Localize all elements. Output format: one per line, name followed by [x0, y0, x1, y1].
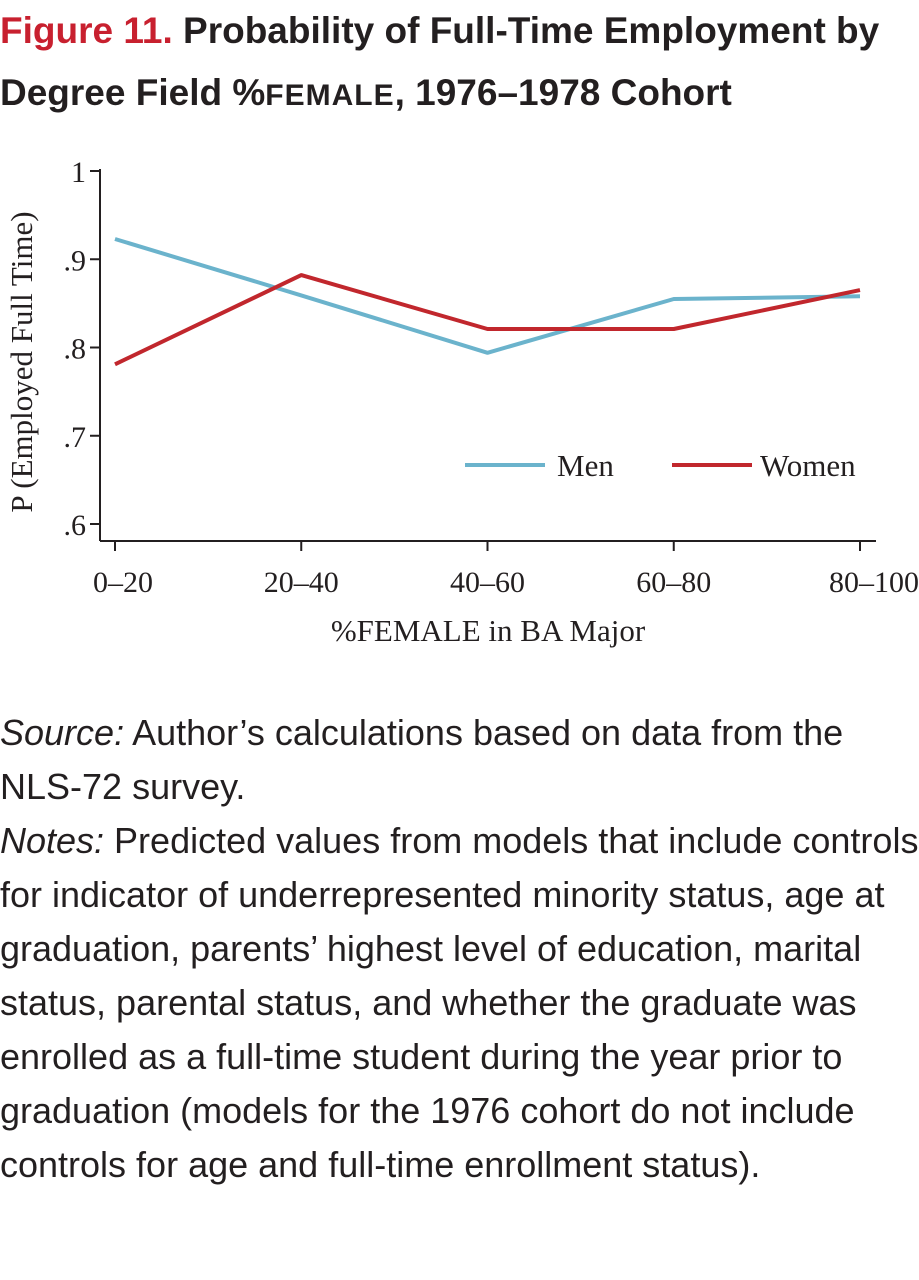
y-tick-label: .9	[64, 244, 87, 277]
x-axis-title: %FEMALE in BA Major	[331, 613, 646, 648]
notes-label: Notes:	[0, 820, 105, 861]
figure-notes: Source: Author’s calculations based on d…	[0, 706, 919, 1192]
line-chart: 1 .9 .8 .7 .60–20 20–40 40–60 60–80 80–100 %FEMAL…	[4, 156, 919, 648]
x-tick-label: 80–100	[829, 566, 919, 599]
source-text: Author’s calculations based on data from…	[0, 712, 844, 807]
legend-label-men: Men	[557, 448, 614, 483]
figure-title: Figure 11. Probability of Full-Time Empl…	[0, 0, 919, 127]
series-line-women	[114, 273, 861, 367]
figure-title-smallcaps: FEMALE	[265, 79, 395, 112]
source-label: Source:	[0, 712, 125, 753]
x-tick-label: 20–40	[264, 566, 339, 599]
y-tick-label: 1	[71, 156, 86, 189]
figure-title-line2-end: , 1976–1978 Cohort	[394, 72, 732, 113]
legend-label-women: Women	[760, 448, 856, 483]
notes-paragraph: Notes: Predicted values from models that…	[0, 814, 919, 1192]
figure-label: Figure 11.	[0, 10, 173, 51]
notes-text: Predicted values from models that includ…	[0, 820, 919, 1185]
y-tick-label: .7	[64, 421, 87, 454]
x-tick-label: 0–20	[93, 566, 153, 599]
y-tick-label: .6	[64, 509, 87, 542]
figure-title-line1: Probability of Full-Time Employment by	[183, 10, 880, 51]
x-tick-label: 60–80	[636, 566, 711, 599]
source-paragraph: Source: Author’s calculations based on d…	[0, 706, 919, 814]
figure-title-line2: Degree Field %	[0, 72, 266, 113]
y-tick-label: .8	[64, 333, 87, 366]
y-axis-title: P (Employed Full Time)	[4, 211, 39, 512]
series-line-men	[114, 237, 861, 355]
x-tick-label: 40–60	[450, 566, 525, 599]
